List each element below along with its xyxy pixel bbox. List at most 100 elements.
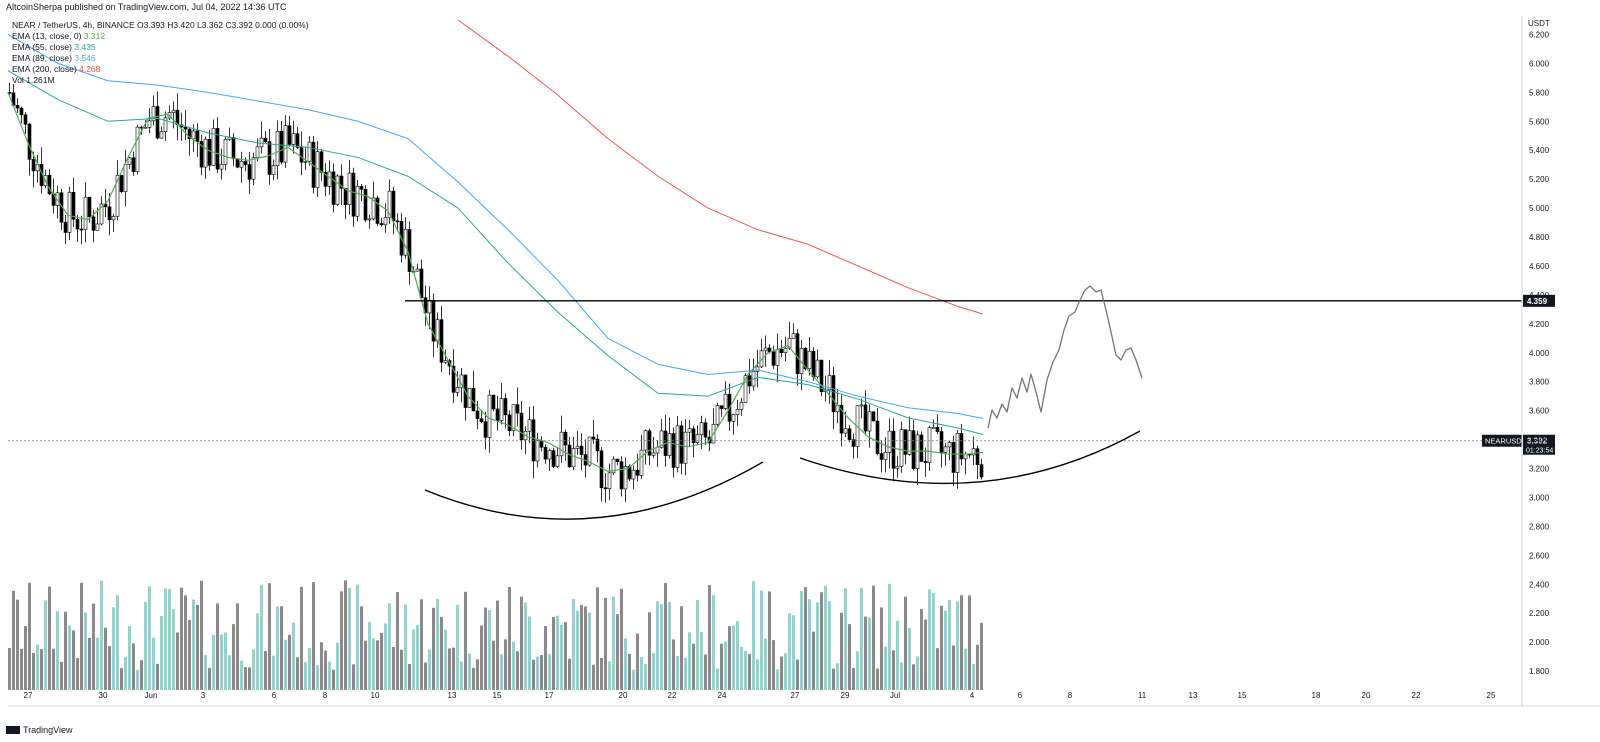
volume-bar (112, 607, 115, 690)
volume-bar (584, 606, 587, 690)
candle (443, 360, 448, 363)
candle (483, 421, 488, 438)
candle (647, 430, 652, 456)
volume-bar (324, 650, 327, 690)
y-tick-label: 5.800 (1529, 88, 1550, 97)
candle (219, 164, 224, 170)
volume-bar (280, 606, 283, 690)
volume-bar (492, 640, 495, 690)
volume-bar (812, 631, 815, 690)
legend-ema89: EMA (89, close) 3.546 (12, 53, 96, 63)
volume-bar (576, 610, 579, 690)
volume-bar (900, 662, 903, 690)
candle (903, 429, 908, 455)
volume-bar (744, 650, 747, 690)
volume-bar (292, 622, 295, 690)
candle (143, 127, 148, 129)
volume-bar (96, 637, 99, 690)
candle (791, 333, 796, 339)
candle (479, 418, 484, 422)
volume-bar (844, 588, 847, 690)
candle (687, 428, 692, 433)
candle (259, 137, 264, 148)
candle (339, 175, 344, 189)
volume-bar (632, 669, 635, 690)
volume-bar (628, 653, 631, 690)
candle (623, 466, 628, 490)
volume-bar (24, 626, 27, 690)
volume-bar (872, 585, 875, 690)
y-tick-label: 3.600 (1529, 407, 1550, 416)
volume-bar (296, 657, 299, 690)
series-line (7, 70, 984, 435)
volume-bar (264, 651, 267, 690)
volume-bar (732, 625, 735, 690)
volume-bar (968, 595, 971, 690)
volume-bar (740, 646, 743, 690)
x-tick-label: 25 (1487, 691, 1496, 700)
candle (775, 348, 780, 366)
candle (579, 445, 584, 455)
volume-bar (448, 648, 451, 690)
volume-bar (688, 632, 691, 690)
candle (867, 411, 872, 432)
volume-bar (320, 642, 323, 690)
volume-bar (796, 659, 799, 690)
volume-bar (976, 644, 979, 690)
candle (451, 365, 456, 393)
candle (831, 375, 836, 413)
volume-bar (904, 596, 907, 690)
candle (651, 452, 656, 456)
candle (939, 431, 944, 453)
volume-bar (516, 651, 519, 690)
volume-bar (560, 624, 563, 690)
volume-bar (532, 659, 535, 690)
y-tick-label: 4.400 (1529, 291, 1550, 300)
volume-bar (888, 583, 891, 690)
volume-bar (648, 612, 651, 690)
candle (415, 268, 420, 272)
candle (279, 130, 284, 163)
volume-bar (784, 653, 787, 690)
volume-bar (868, 617, 871, 690)
candle (107, 206, 112, 221)
volume-bar (856, 651, 859, 690)
candle (567, 444, 572, 468)
volume-bar (432, 607, 435, 690)
x-tick-label: 22 (668, 691, 677, 700)
last-price-tag (1523, 434, 1555, 455)
candle (611, 458, 616, 474)
x-tick-label: 10 (371, 691, 380, 700)
volume-bar (164, 588, 167, 690)
volume-bar (404, 604, 407, 690)
candle (367, 218, 372, 221)
candle (27, 123, 32, 160)
volume-bar (624, 638, 627, 690)
volume-bar (184, 595, 187, 690)
y-tick-label: 4.200 (1529, 320, 1550, 329)
volume-bar (288, 634, 291, 690)
volume-bar (716, 668, 719, 690)
candle (795, 333, 800, 375)
candle (735, 409, 740, 415)
volume-bar (428, 649, 431, 690)
volume-bar (228, 655, 231, 690)
volume-bar (952, 645, 955, 690)
candle (187, 128, 192, 140)
volume-bar (896, 620, 899, 690)
candle (319, 151, 324, 173)
volume-bar (636, 633, 639, 690)
x-tick-label: 13 (1189, 691, 1198, 700)
volume-bar (268, 583, 271, 690)
candle (963, 453, 968, 460)
candle (343, 188, 348, 205)
candle (295, 133, 300, 148)
x-tick-label: Jul (890, 691, 900, 700)
volume-bar (712, 595, 715, 690)
volume-bar (32, 652, 35, 690)
candle (859, 404, 864, 407)
candle (595, 438, 600, 452)
y-tick-label: 5.000 (1529, 204, 1550, 213)
legend-symbol: NEAR / TetherUS, 4h, BINANCE O3.393 H3.4… (12, 20, 309, 30)
volume-bar (68, 625, 71, 690)
